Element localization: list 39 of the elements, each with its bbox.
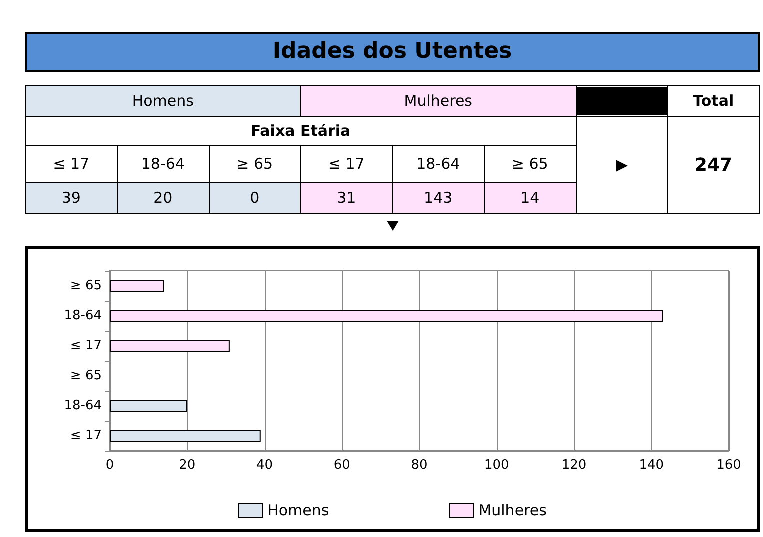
text: Idades dos Utentes (25, 32, 760, 72)
text: Faixa Etária (26, 116, 576, 146)
text: 31 (300, 182, 392, 214)
text: 20 (117, 182, 209, 214)
text: 143 (392, 182, 484, 214)
legend-label: Mulheres (478, 502, 548, 520)
y-tick-label: 18-64 (64, 308, 102, 324)
text: Total (668, 86, 760, 116)
text: ≤ 17 (300, 146, 392, 182)
text: 18-64 (117, 146, 209, 182)
x-tick-label: 40 (256, 458, 274, 473)
y-tick-label: ≤ 17 (70, 338, 102, 354)
bar (110, 430, 261, 442)
text: Homens (26, 86, 301, 116)
y-tick-label: 18-64 (64, 398, 102, 414)
text: 247 (668, 116, 760, 214)
x-tick-label: 0 (106, 458, 114, 473)
text: 39 (26, 182, 118, 214)
text: 0 (209, 182, 301, 214)
x-tick-label: 100 (484, 458, 510, 473)
text: ≥ 65 (484, 146, 576, 182)
bar (110, 280, 164, 292)
x-tick-label: 60 (334, 458, 350, 473)
x-tick-label: 160 (716, 458, 742, 473)
bar (110, 340, 230, 352)
bar (110, 310, 664, 322)
x-tick-label: 120 (562, 458, 587, 473)
text: ≥ 65 (209, 146, 301, 182)
y-tick-label: ≤ 17 (70, 428, 102, 444)
x-tick-label: 20 (179, 458, 196, 473)
text: 14 (484, 182, 576, 214)
legend-label: Homens (268, 502, 330, 520)
text: Mulheres (300, 86, 576, 116)
x-tick-label: 140 (639, 458, 664, 473)
y-tick-label: ≥ 65 (70, 278, 102, 294)
bar (110, 400, 188, 412)
y-tick-label: ≥ 65 (70, 368, 102, 384)
text: 18-64 (392, 146, 484, 182)
x-tick-label: 80 (411, 458, 428, 473)
